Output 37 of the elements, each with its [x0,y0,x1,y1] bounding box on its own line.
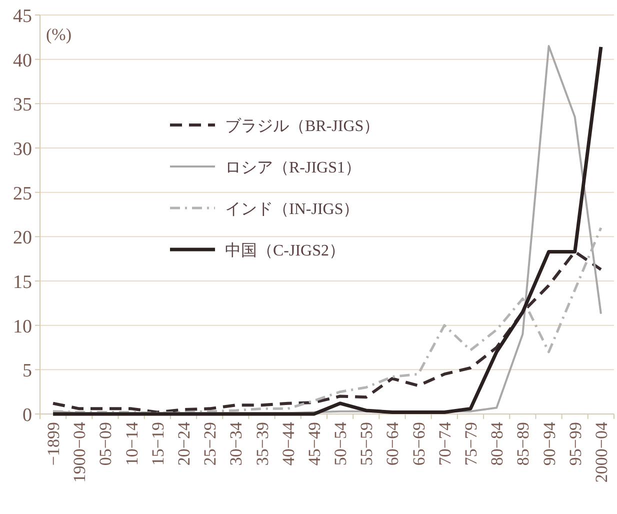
x-tick-label: 50−54 [331,422,350,466]
x-tick-label: 45−49 [304,422,324,466]
x-tick-label: 15−19 [148,422,168,466]
legend-label: ブラジル（BR-JIGS） [225,117,380,135]
x-tick-label: 20−24 [174,422,194,466]
x-tick-label: 80−84 [488,422,507,466]
x-tick-label: 2000−04 [592,422,611,483]
legend-label: 中国（C-JIGS2） [225,242,346,260]
x-tick-label: 40−44 [278,422,298,466]
y-tick-label: 20 [13,228,32,249]
x-tick-label: 05−09 [96,422,116,466]
x-tick-label: −1899 [44,422,64,466]
x-tick-label: 65−69 [409,422,428,466]
x-tick-label: 95−99 [566,422,585,466]
x-tick-label: 35−39 [252,422,272,466]
y-tick-label: 30 [13,139,32,160]
x-tick-label: 55−59 [357,422,376,466]
y-tick-label: 0 [22,405,32,426]
x-tick-label: 25−29 [200,422,220,466]
y-axis-title: (%) [46,25,72,44]
x-tick-label: 30−34 [226,422,246,466]
x-tick-label: 90−94 [540,422,559,466]
legend-label: ロシア（R-JIGS1） [225,160,362,176]
y-tick-label: 10 [13,316,32,338]
x-tick-label: 60−64 [383,422,402,466]
y-tick-label: 5 [22,360,32,382]
y-tick-label: 15 [13,272,32,293]
x-tick-label: 1900−04 [70,422,90,483]
x-tick-label: 85−89 [514,422,533,466]
y-tick-label: 40 [13,50,32,72]
y-tick-label: 25 [13,183,32,204]
y-tick-label: 35 [13,94,32,116]
x-tick-label: 75−79 [462,422,480,466]
x-tick-label: 10−14 [122,422,142,466]
y-tick-label: 45 [13,6,32,27]
x-tick-label: 70−74 [435,422,454,466]
legend-label: インド（IN-JIGS） [225,201,360,218]
